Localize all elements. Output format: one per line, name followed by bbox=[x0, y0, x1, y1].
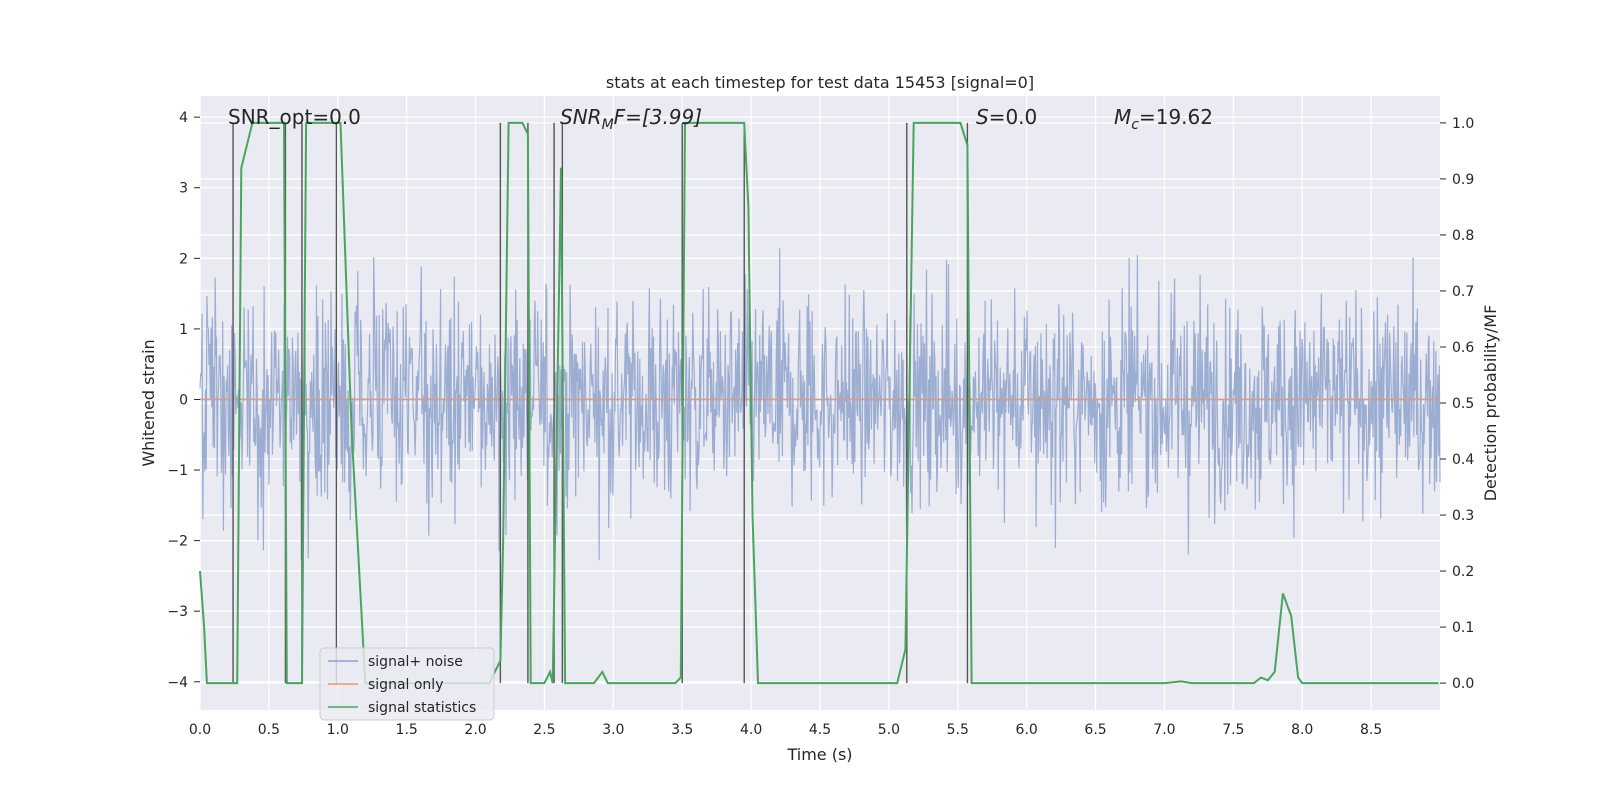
legend: signal+ noise signal only signal statist… bbox=[319, 647, 495, 721]
x-tick-label: 2.0 bbox=[464, 722, 486, 738]
y-tick-label-right: 0.3 bbox=[1452, 508, 1474, 524]
grid bbox=[199, 96, 1440, 710]
x-tick-label: 8.0 bbox=[1291, 722, 1313, 738]
y-tick-label-right: 0.8 bbox=[1452, 228, 1474, 244]
x-tick-label: 4.5 bbox=[809, 722, 831, 738]
y-tick-label-right: 0.7 bbox=[1452, 284, 1474, 300]
annotation-mc-rest: =19.62 bbox=[1139, 105, 1213, 129]
annotation-snr-mf-sub: M bbox=[602, 117, 614, 133]
x-tick-label: 0.0 bbox=[189, 722, 211, 738]
annotation-snr-mf: SNRMF=[3.99] bbox=[560, 105, 702, 133]
y-tick-label-right: 0.9 bbox=[1452, 172, 1474, 188]
y-tick-label-left: 3 bbox=[179, 181, 188, 197]
x-tick-label: 7.5 bbox=[1222, 722, 1244, 738]
x-tick-label: 5.5 bbox=[947, 722, 969, 738]
legend-label-signal-only: signal only bbox=[368, 677, 443, 693]
x-tick-label: 2.5 bbox=[533, 722, 555, 738]
y-tick-label-right: 0.1 bbox=[1452, 620, 1474, 636]
y-tick-label-left: −3 bbox=[167, 604, 188, 620]
axis-ticks: 0.0 0.5 1.0 1.5 2.0 2.5 3.0 3.5 4.0 4.5 5.0 5.5 6.0 6… bbox=[167, 110, 1474, 738]
y-tick-label-right: 0.5 bbox=[1452, 396, 1474, 412]
x-tick-label: 3.5 bbox=[671, 722, 693, 738]
x-tick-label: 5.0 bbox=[878, 722, 900, 738]
annotation-snr-mf-base: SNR bbox=[560, 105, 602, 129]
x-tick-label: 8.5 bbox=[1360, 722, 1382, 738]
y-tick-label-right: 0.0 bbox=[1452, 676, 1474, 692]
y-tick-label-left: 1 bbox=[179, 322, 188, 338]
annotation-s: S=0.0 bbox=[976, 105, 1037, 129]
annotation-s-base: S bbox=[976, 105, 989, 129]
y-axis-title-right: Detection probability/MF bbox=[1481, 305, 1500, 502]
annotation-s-rest: =0.0 bbox=[989, 105, 1038, 129]
annotation-mc: Mc=19.62 bbox=[1114, 105, 1213, 133]
x-tick-label: 3.0 bbox=[602, 722, 624, 738]
x-axis-title: Time (s) bbox=[786, 745, 852, 764]
x-tick-label: 1.5 bbox=[396, 722, 418, 738]
annotation-mc-base: M bbox=[1114, 105, 1131, 129]
y-tick-label-left: 2 bbox=[179, 251, 188, 267]
y-axis-title-left: Whitened strain bbox=[139, 339, 158, 466]
annotation-mc-sub: c bbox=[1131, 117, 1139, 133]
y-tick-label-left: 4 bbox=[179, 110, 188, 126]
legend-box bbox=[319, 647, 495, 721]
y-tick-label-left: −1 bbox=[167, 463, 188, 479]
y-tick-label-left: −4 bbox=[167, 675, 188, 691]
annotation-snr-opt: SNR_opt=0.0 bbox=[228, 105, 361, 129]
x-tick-label: 0.5 bbox=[258, 722, 280, 738]
series-signal-noise bbox=[199, 248, 1441, 561]
legend-label-signal-noise: signal+ noise bbox=[368, 654, 463, 670]
annotation-snr-mf-rest: F=[3.99] bbox=[614, 105, 702, 129]
signal-statistics-line bbox=[199, 121, 1439, 685]
y-tick-label-right: 0.6 bbox=[1452, 340, 1474, 356]
y-tick-label-left: 0 bbox=[179, 392, 188, 408]
x-tick-label: 6.5 bbox=[1084, 722, 1106, 738]
chart-title: stats at each timestep for test data 154… bbox=[606, 73, 1034, 92]
x-tick-label: 6.0 bbox=[1016, 722, 1038, 738]
series-signal-statistics bbox=[199, 121, 1439, 685]
y-tick-label-right: 0.4 bbox=[1452, 452, 1474, 468]
y-tick-label-right: 0.2 bbox=[1452, 564, 1474, 580]
signal-noise-line bbox=[199, 248, 1441, 561]
x-tick-label: 7.0 bbox=[1153, 722, 1175, 738]
x-tick-label: 1.0 bbox=[327, 722, 349, 738]
legend-label-signal-statistics: signal statistics bbox=[368, 700, 476, 716]
x-tick-label: 4.0 bbox=[740, 722, 762, 738]
y-tick-label-right: 1.0 bbox=[1452, 116, 1474, 132]
y-tick-label-left: −2 bbox=[167, 534, 188, 550]
